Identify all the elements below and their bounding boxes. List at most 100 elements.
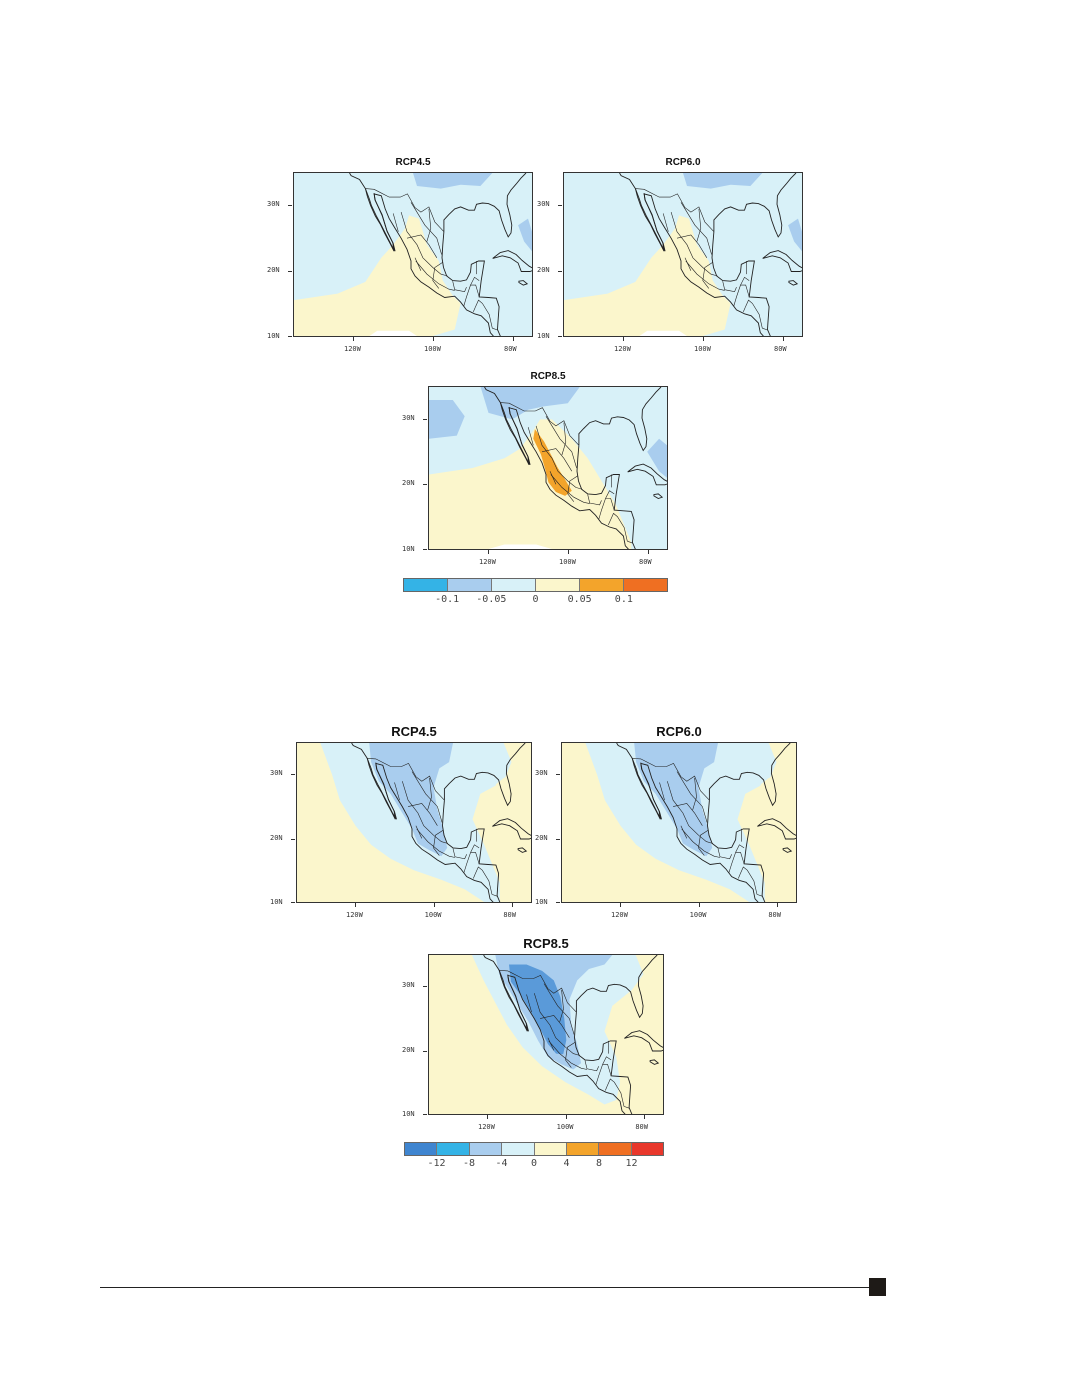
coastline — [351, 743, 368, 759]
latitude-tick — [291, 902, 295, 903]
longitude-label: 120W — [346, 911, 363, 919]
longitude-label: 120W — [478, 1123, 495, 1131]
anomaly-region — [627, 980, 663, 1089]
island-outline — [517, 847, 528, 853]
coastline — [484, 387, 501, 403]
state-border — [681, 828, 721, 858]
island-outline — [492, 818, 531, 840]
colorbar-label: -0.1 — [435, 594, 460, 605]
longitude-label: 80W — [504, 345, 517, 353]
state-border — [549, 471, 557, 485]
latitude-label: 20N — [267, 266, 280, 274]
colorbar-segment — [566, 1143, 600, 1155]
state-border — [659, 782, 665, 801]
colorbar-label: 0 — [530, 1158, 538, 1169]
state-border — [602, 1056, 612, 1065]
latitude-label: 20N — [270, 833, 283, 842]
coastline — [364, 188, 494, 336]
state-border — [365, 188, 445, 232]
map-field — [294, 173, 532, 336]
colorbar — [404, 1142, 664, 1156]
colorbar-segment — [469, 1143, 503, 1155]
state-border — [702, 262, 713, 289]
longitude-label: 100W — [694, 345, 711, 353]
longitude-tick — [644, 1115, 646, 1119]
panel-title-rcp85: RCP8.5 — [530, 371, 566, 382]
island-outline — [757, 818, 796, 840]
state-border — [500, 402, 580, 446]
colorbar-segment — [631, 1143, 663, 1155]
latitude-label: 10N — [270, 898, 283, 906]
longitude-label: 100W — [689, 911, 707, 919]
latitude-tick — [423, 986, 427, 988]
state-border — [610, 512, 628, 542]
longitude-label: 120W — [614, 345, 631, 353]
state-border — [606, 1078, 625, 1107]
state-border — [414, 257, 422, 271]
state-border — [400, 212, 448, 277]
state-border — [745, 299, 763, 329]
state-border — [463, 284, 480, 307]
latitude-label: 20N — [537, 266, 550, 274]
latitude-label: 20N — [402, 1045, 415, 1054]
longitude-label: 100W — [556, 1123, 574, 1131]
latitude-tick — [423, 418, 427, 420]
state-border — [415, 825, 423, 839]
longitude-tick — [353, 337, 354, 341]
anomaly-region — [493, 774, 531, 877]
panel-title-rcp85: RCP8.5 — [523, 936, 569, 951]
state-border — [587, 494, 602, 506]
state-border — [684, 257, 692, 271]
state-border — [662, 213, 669, 232]
latitude-label: 30N — [402, 413, 415, 422]
colorbar-segment — [492, 579, 536, 591]
latitude-tick — [423, 1050, 427, 1052]
state-border — [605, 1085, 608, 1091]
coastline — [634, 188, 665, 252]
longitude-tick — [648, 550, 649, 554]
state-border — [584, 1060, 599, 1072]
island-outline — [492, 250, 532, 272]
coastline — [442, 800, 501, 902]
longitude-label: 80W — [635, 1123, 648, 1131]
state-border — [540, 1015, 570, 1038]
coastline — [443, 173, 527, 238]
coastline — [576, 445, 636, 549]
state-border — [406, 234, 438, 258]
anomaly-region — [788, 218, 802, 252]
map-panel-rcp60 — [563, 172, 803, 337]
colorbar-segment — [405, 1143, 438, 1155]
state-border — [627, 540, 634, 544]
colorbar-label: 0.1 — [614, 594, 633, 605]
state-border — [410, 202, 442, 255]
anomaly-region — [564, 215, 731, 336]
anomaly-region — [429, 419, 632, 549]
latitude-label: 20N — [535, 833, 548, 842]
state-border — [673, 803, 703, 826]
longitude-tick — [623, 337, 624, 341]
state-border — [526, 994, 532, 1013]
state-border — [541, 448, 573, 472]
latitude-label: 30N — [267, 200, 280, 208]
state-border — [402, 781, 448, 844]
latitude-label: 10N — [402, 545, 415, 553]
longitude-tick — [620, 903, 621, 907]
state-border — [394, 782, 400, 801]
state-border — [676, 234, 708, 258]
map-panel-rcp85 — [428, 954, 664, 1115]
latitude-tick — [291, 774, 295, 776]
map-panel-rcp45 — [296, 742, 532, 903]
map-field — [562, 743, 796, 902]
longitude-tick — [487, 1115, 488, 1119]
colorbar — [403, 578, 668, 592]
state-border — [499, 970, 577, 1013]
latitude-label: 30N — [537, 200, 550, 208]
state-border — [475, 299, 493, 329]
state-border — [717, 848, 732, 860]
latitude-label: 30N — [402, 981, 415, 990]
state-border — [696, 208, 702, 242]
state-border — [762, 327, 768, 331]
colorbar-label: 4 — [563, 1158, 570, 1169]
island-outline — [518, 280, 529, 286]
state-border — [743, 307, 746, 313]
